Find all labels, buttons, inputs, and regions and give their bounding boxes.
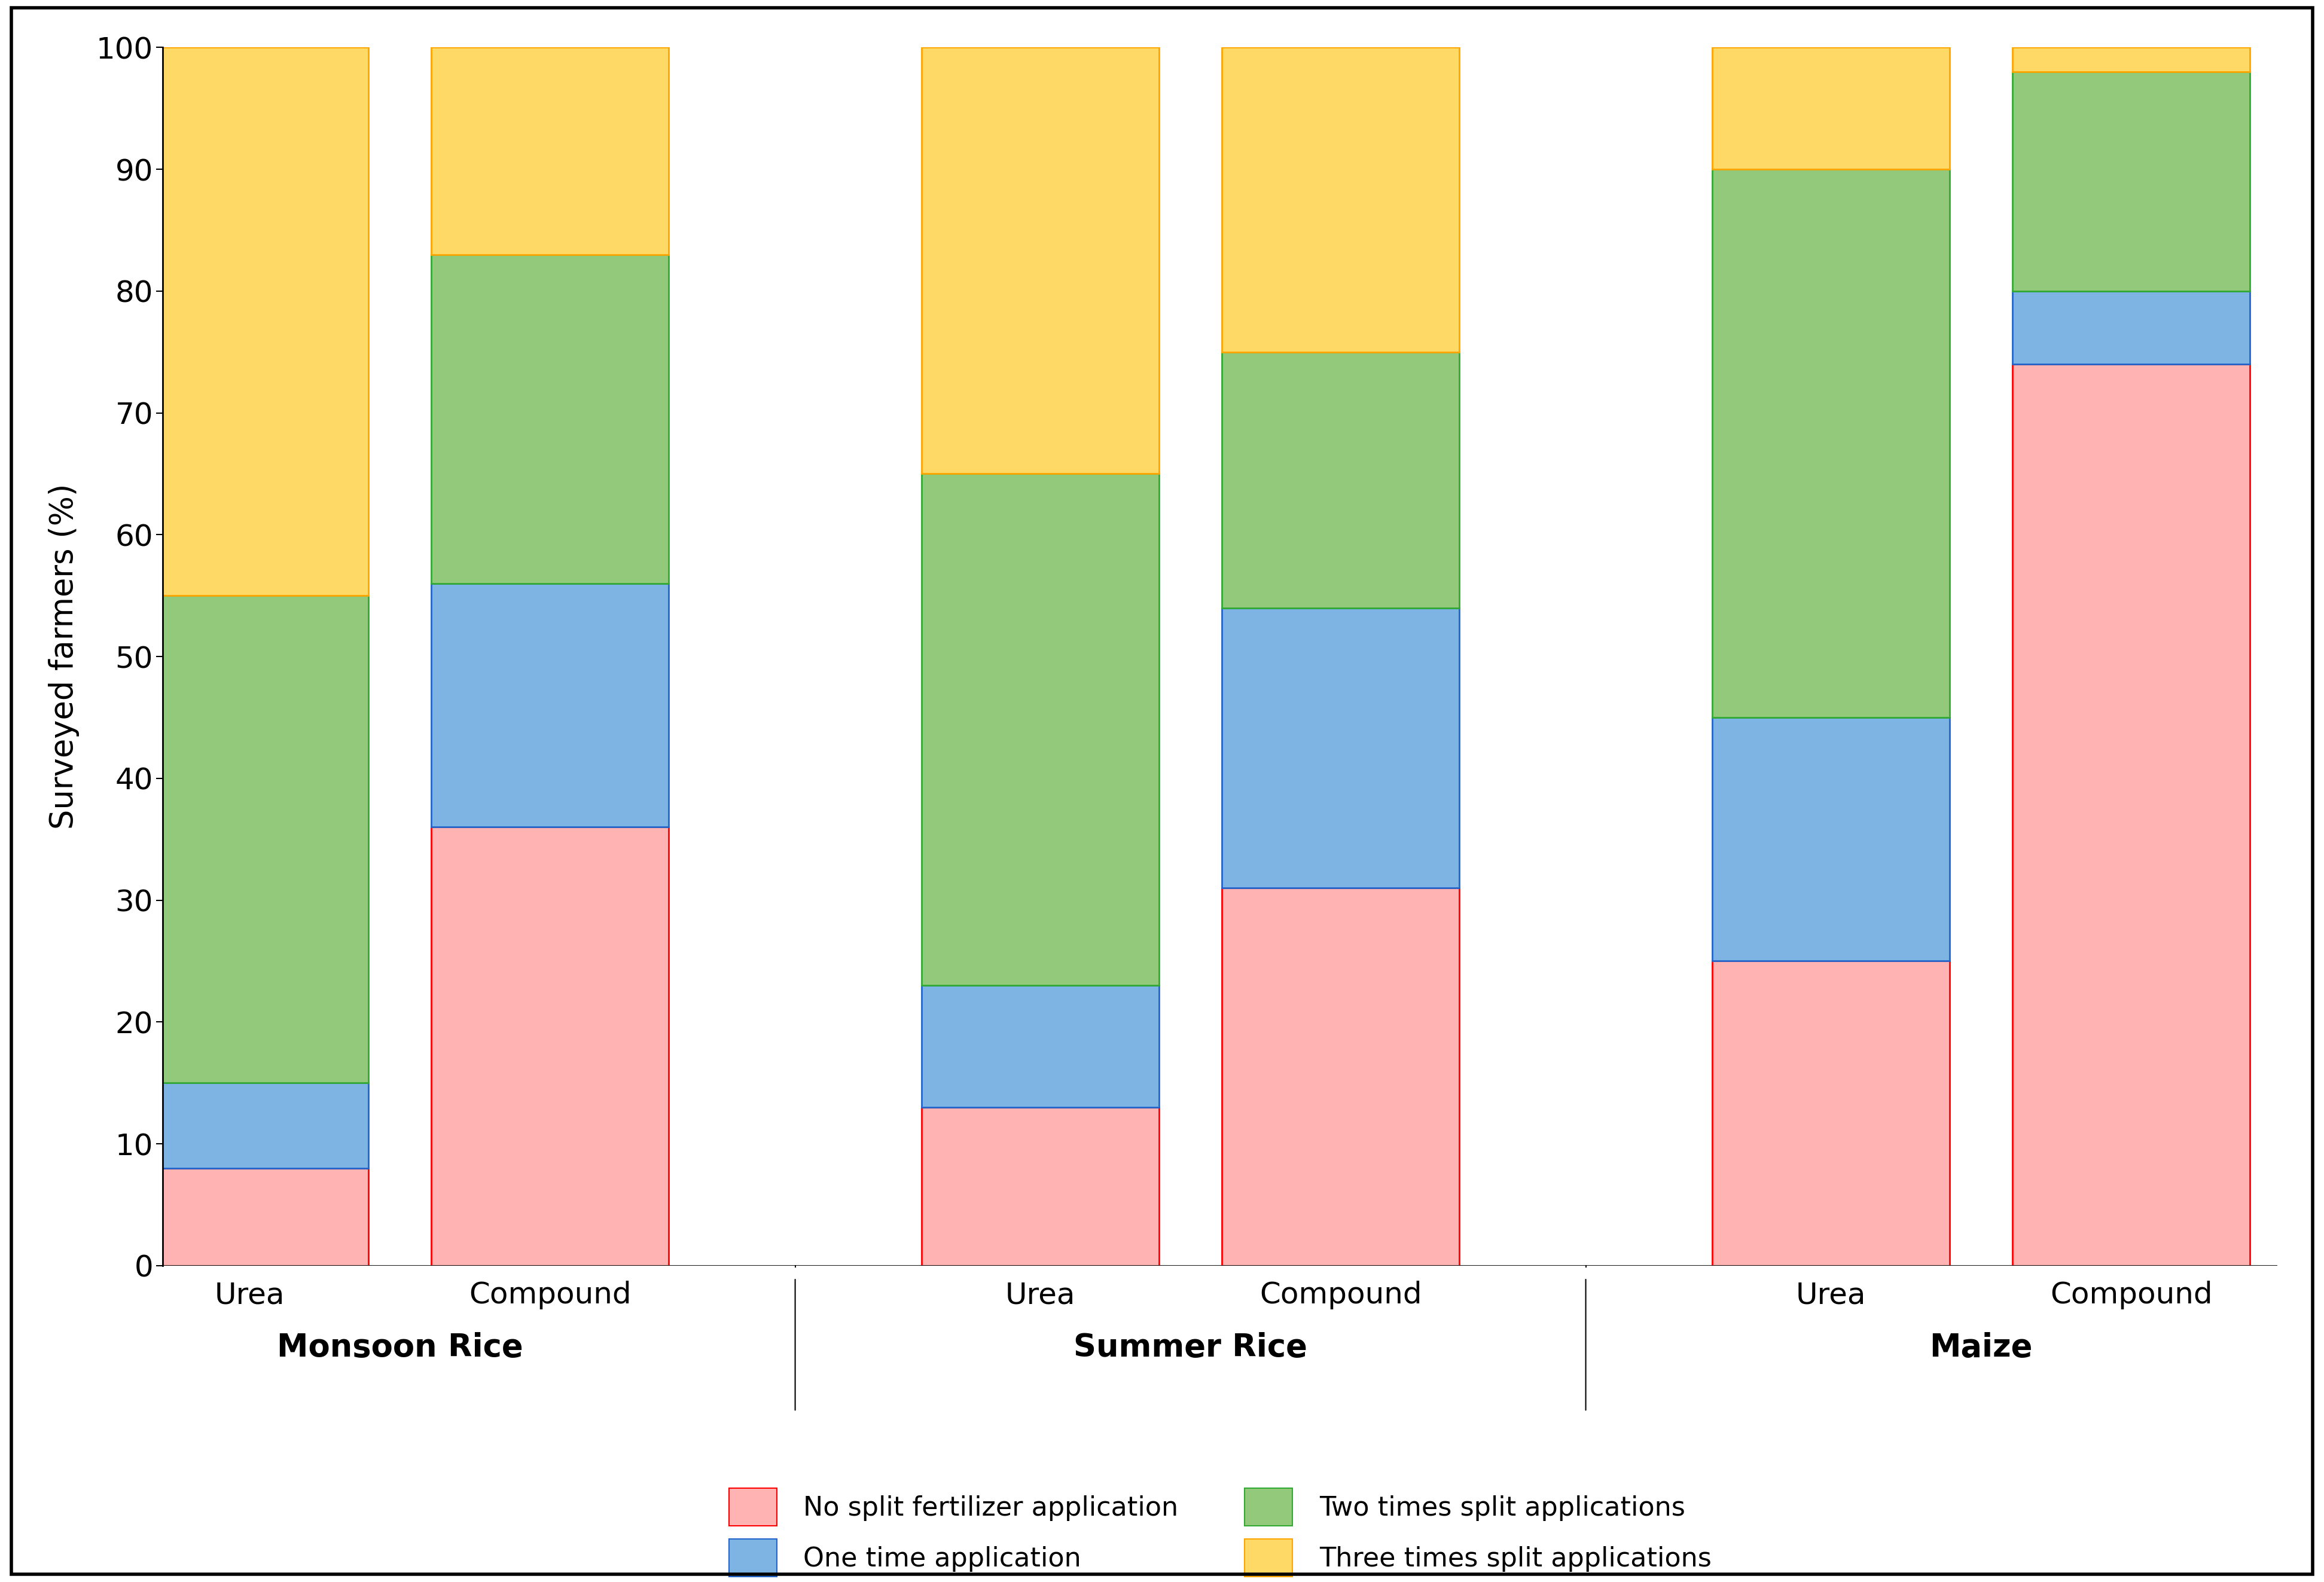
Bar <box>1713 47 1950 169</box>
Bar <box>923 986 1160 1107</box>
Text: Summer Rice: Summer Rice <box>1074 1332 1308 1364</box>
Bar <box>2013 291 2250 364</box>
Bar <box>2013 364 2250 1266</box>
Bar <box>2013 71 2250 291</box>
Text: Maize: Maize <box>1929 1332 2034 1364</box>
Bar <box>432 584 669 827</box>
Bar <box>432 255 669 584</box>
Bar <box>1713 718 1950 962</box>
Bar <box>1222 47 1459 353</box>
Bar <box>432 827 669 1266</box>
Legend: No split fertilizer application, One time application, Two times split applicati: No split fertilizer application, One tim… <box>702 1462 1738 1582</box>
Bar <box>2013 47 2250 71</box>
Bar <box>923 1107 1160 1266</box>
Bar <box>130 596 367 1082</box>
Bar <box>1222 607 1459 888</box>
Bar <box>130 1168 367 1266</box>
Y-axis label: Surveyed farmers (%): Surveyed farmers (%) <box>49 484 79 829</box>
Bar <box>1222 351 1459 607</box>
Bar <box>1713 169 1950 718</box>
Bar <box>130 1082 367 1168</box>
Text: Monsoon Rice: Monsoon Rice <box>277 1332 523 1364</box>
Bar <box>923 473 1160 986</box>
Bar <box>1713 962 1950 1266</box>
Bar <box>923 47 1160 473</box>
Bar <box>1222 888 1459 1266</box>
Bar <box>130 47 367 596</box>
Bar <box>432 47 669 255</box>
